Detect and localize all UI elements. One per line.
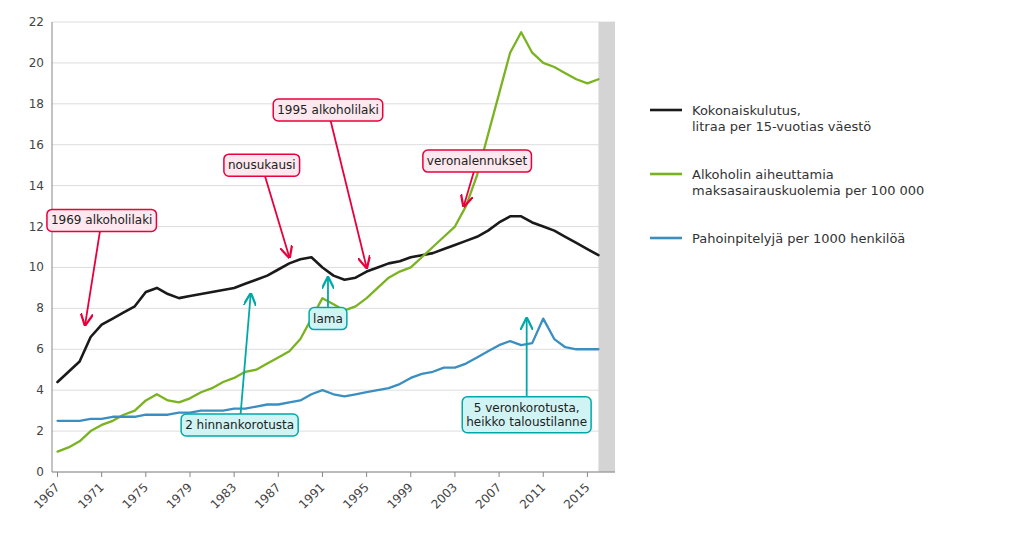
annotation: nousukausi bbox=[224, 154, 300, 257]
legend-swatch bbox=[650, 109, 682, 112]
annotation-box bbox=[462, 397, 591, 433]
legend-swatch bbox=[650, 173, 682, 176]
y-tick-label: 4 bbox=[36, 383, 44, 397]
y-tick-label: 8 bbox=[36, 301, 44, 315]
x-tick-label: 2011 bbox=[517, 480, 548, 511]
grid-line bbox=[52, 472, 615, 473]
y-tick-label: 12 bbox=[29, 220, 44, 234]
legend-label: Alkoholin aiheuttamiamaksasairauskuolemi… bbox=[692, 167, 924, 198]
grid-line bbox=[52, 390, 615, 391]
x-tick bbox=[410, 472, 411, 477]
annotation-text: lama bbox=[313, 312, 343, 326]
line-series bbox=[58, 319, 599, 421]
y-tick-label: 6 bbox=[36, 342, 44, 356]
annotation-arrow bbox=[262, 165, 290, 257]
x-tick bbox=[543, 472, 544, 477]
legend: Kokonaiskulutus,litraa per 15-vuotias vä… bbox=[650, 103, 924, 246]
annotation-text: veronalennukset bbox=[427, 154, 528, 168]
x-tick bbox=[145, 472, 146, 477]
annotation: 5 veronkorotusta,heikko taloustilanne bbox=[462, 319, 591, 433]
annotation-text: 1969 alkoholilaki bbox=[51, 213, 153, 227]
x-tick bbox=[366, 472, 367, 477]
annotations: 1969 alkoholilaki nousukausi 1995 alkoholi… bbox=[47, 99, 591, 436]
annotation: 1995 alkoholilaki bbox=[273, 99, 383, 268]
x-tick-label: 1991 bbox=[296, 480, 327, 511]
annotation-box bbox=[423, 150, 532, 172]
x-axis: 1967 1971 1975 1979 1983 1987 1991 1995 1999 2003… bbox=[31, 472, 592, 512]
annotation: 1969 alkoholilaki bbox=[47, 209, 157, 324]
line-series bbox=[58, 216, 599, 382]
x-tick-label: 2015 bbox=[561, 480, 592, 511]
x-tick-label: 1995 bbox=[340, 480, 371, 511]
annotation: 2 hinnankorotusta bbox=[181, 294, 298, 436]
grid-line bbox=[52, 144, 615, 145]
annotation-arrow bbox=[328, 110, 367, 268]
annotation-box bbox=[224, 154, 300, 176]
chart: 0246810121416182022196719711975197919831… bbox=[0, 0, 1024, 541]
shaded-band bbox=[598, 22, 615, 472]
x-tick bbox=[278, 472, 279, 477]
y-tick-label: 20 bbox=[29, 56, 44, 70]
x-tick bbox=[587, 472, 588, 477]
x-tick-label: 1987 bbox=[252, 480, 283, 511]
y-tick-label: 10 bbox=[29, 260, 44, 274]
annotation-box bbox=[273, 99, 383, 121]
plot-area bbox=[58, 22, 615, 472]
line-series bbox=[58, 32, 599, 451]
x-tick-label: 1999 bbox=[384, 480, 415, 511]
x-axis-line bbox=[52, 472, 615, 473]
legend-swatch bbox=[650, 237, 682, 240]
annotation-box bbox=[309, 308, 347, 330]
x-tick-label: 1971 bbox=[75, 480, 106, 511]
annotation-arrow bbox=[240, 294, 251, 425]
x-tick-label: 2007 bbox=[473, 480, 504, 511]
y-tick-label: 2 bbox=[36, 424, 44, 438]
annotation-arrow bbox=[85, 220, 102, 324]
y-tick-label: 18 bbox=[29, 97, 44, 111]
annotation-text: 1995 alkoholilaki bbox=[277, 103, 379, 117]
x-tick bbox=[101, 472, 102, 477]
x-tick bbox=[234, 472, 235, 477]
x-tick bbox=[499, 472, 500, 477]
annotation-text: 2 hinnankorotusta bbox=[185, 418, 294, 432]
annotation-text: 5 veronkorotusta,heikko taloustilanne bbox=[466, 401, 587, 429]
y-tick-label: 22 bbox=[29, 15, 44, 29]
x-tick bbox=[189, 472, 190, 477]
grid-line bbox=[52, 185, 615, 186]
y-grid: 0 2 4 6 8 10 12 14 16 18 20 22 bbox=[29, 15, 615, 479]
y-tick-label: 0 bbox=[36, 465, 44, 479]
x-tick bbox=[454, 472, 455, 477]
annotation-box bbox=[181, 414, 298, 436]
annotation-box bbox=[47, 209, 157, 231]
x-tick-label: 1979 bbox=[164, 480, 195, 511]
legend-label: Pahoinpitelyjä per 1000 henkilöä bbox=[692, 231, 905, 246]
x-tick bbox=[57, 472, 58, 477]
annotation: lama bbox=[309, 278, 347, 330]
y-tick-label: 14 bbox=[29, 179, 44, 193]
x-tick-label: 2003 bbox=[429, 480, 460, 511]
x-tick-label: 1983 bbox=[208, 480, 239, 511]
x-tick bbox=[322, 472, 323, 477]
annotation-text: nousukausi bbox=[228, 158, 296, 172]
grid-line bbox=[52, 349, 615, 350]
grid-line bbox=[52, 267, 615, 268]
grid-line bbox=[52, 62, 615, 63]
x-tick-label: 1975 bbox=[119, 480, 150, 511]
x-tick-label: 1967 bbox=[31, 480, 62, 511]
y-tick-label: 16 bbox=[29, 138, 44, 152]
y-axis-line bbox=[52, 22, 53, 472]
grid-line bbox=[52, 22, 615, 23]
annotation: veronalennukset bbox=[423, 150, 532, 206]
legend-label: Kokonaiskulutus,litraa per 15-vuotias vä… bbox=[692, 103, 871, 134]
